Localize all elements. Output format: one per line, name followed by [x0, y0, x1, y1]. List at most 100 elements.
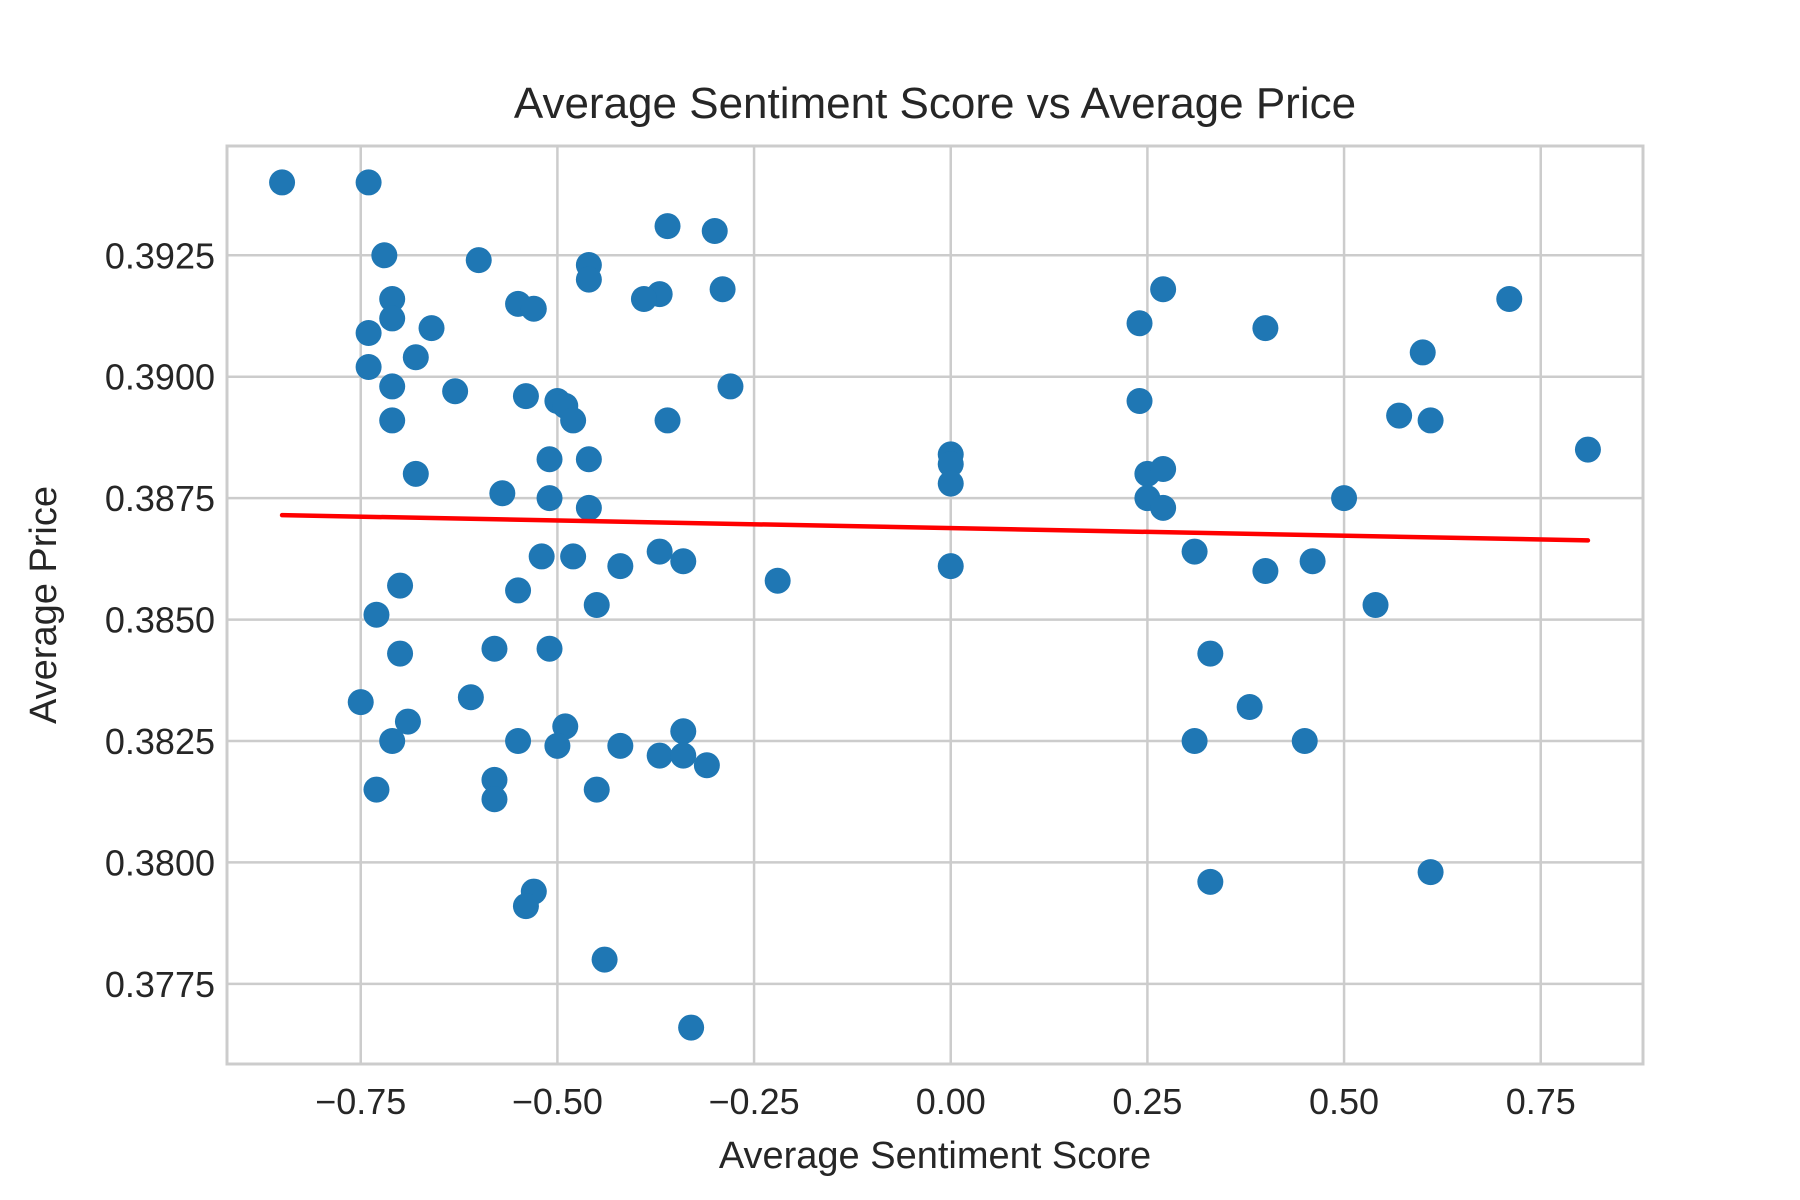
data-point [670, 548, 697, 575]
data-point [1252, 315, 1279, 342]
data-point [1386, 402, 1413, 429]
data-point [1331, 485, 1358, 512]
data-point [347, 689, 374, 716]
x-axis-ticks: −0.75 −0.50 −0.25 0.00 0.25 0.50 0.75 [315, 1081, 1576, 1122]
data-point [764, 567, 791, 594]
data-point [717, 373, 744, 400]
data-point [670, 718, 697, 745]
data-point [646, 742, 673, 769]
trend-line [279, 512, 1591, 543]
data-point [379, 407, 406, 434]
y-tick-label: 0.3825 [105, 721, 215, 762]
data-point [379, 305, 406, 332]
data-point [575, 446, 602, 473]
data-point [937, 470, 964, 497]
x-axis-label: Average Sentiment Score [719, 1135, 1151, 1177]
gridlines [227, 146, 1643, 1064]
data-point [560, 407, 587, 434]
data-point [1197, 868, 1224, 895]
data-point [481, 635, 508, 662]
data-point [489, 480, 516, 507]
data-point [1150, 276, 1177, 303]
y-tick-label: 0.3875 [105, 478, 215, 519]
data-point [1417, 407, 1444, 434]
data-point [1150, 456, 1177, 482]
data-point [1291, 728, 1318, 754]
data-point [583, 592, 610, 618]
data-point [418, 315, 445, 342]
data-point [560, 543, 587, 570]
data-point [1409, 339, 1436, 366]
data-point [402, 344, 429, 371]
data-point [355, 320, 382, 346]
data-point [536, 446, 563, 473]
data-point [1362, 592, 1389, 618]
data-point [355, 169, 382, 196]
data-point [442, 378, 469, 405]
data-point [583, 776, 610, 803]
data-point [481, 766, 508, 793]
data-point [678, 1014, 705, 1041]
y-axis-ticks: 0.3775 0.3800 0.3825 0.3850 0.3875 0.3900 0.39… [105, 235, 215, 1005]
data-point [1496, 286, 1523, 312]
data-point [269, 169, 296, 196]
data-point [1181, 538, 1208, 565]
data-point [575, 494, 602, 521]
data-point [402, 460, 429, 487]
data-point [607, 732, 634, 759]
data-point [1252, 558, 1279, 584]
x-tick-label: 0.00 [916, 1081, 986, 1122]
data-point [379, 286, 406, 312]
data-point [709, 276, 736, 303]
plot-background [227, 146, 1643, 1064]
data-point [630, 286, 657, 312]
data-point [1197, 640, 1224, 667]
data-point [457, 684, 484, 711]
data-point [512, 383, 539, 410]
data-point [387, 572, 414, 599]
data-point [701, 218, 728, 244]
scatter-points [269, 169, 1601, 1041]
data-point [1181, 728, 1208, 754]
y-axis-label: Average Price [23, 486, 65, 724]
data-point [646, 538, 673, 565]
data-point [520, 295, 547, 322]
trend-line-group [279, 512, 1591, 543]
x-tick-label: −0.25 [709, 1081, 800, 1122]
data-point [536, 635, 563, 662]
data-point [591, 946, 618, 973]
data-point [1126, 388, 1153, 414]
data-point [363, 601, 390, 628]
data-point [371, 242, 398, 269]
data-point [1150, 494, 1177, 521]
data-point [1299, 548, 1326, 575]
data-point [481, 786, 508, 813]
data-point [379, 373, 406, 400]
y-tick-label: 0.3900 [105, 357, 215, 398]
data-point [505, 577, 532, 604]
data-point [544, 732, 571, 759]
data-point [465, 247, 492, 274]
data-point [528, 543, 555, 570]
y-tick-label: 0.3800 [105, 842, 215, 883]
data-point [670, 742, 697, 769]
data-point [379, 728, 406, 754]
y-tick-label: 0.3925 [105, 235, 215, 276]
x-tick-label: −0.50 [512, 1081, 603, 1122]
data-point [693, 752, 720, 779]
data-point [363, 776, 390, 803]
data-point [394, 708, 421, 735]
data-point [575, 266, 602, 293]
data-point [1417, 859, 1444, 886]
data-point [505, 728, 532, 754]
data-point [1574, 436, 1601, 463]
y-tick-label: 0.3850 [105, 600, 215, 641]
x-tick-label: 0.25 [1112, 1081, 1182, 1122]
data-point [937, 553, 964, 580]
data-point [512, 893, 539, 920]
y-tick-label: 0.3775 [105, 964, 215, 1005]
data-point [654, 407, 681, 434]
data-point [387, 640, 414, 667]
data-point [552, 713, 579, 740]
